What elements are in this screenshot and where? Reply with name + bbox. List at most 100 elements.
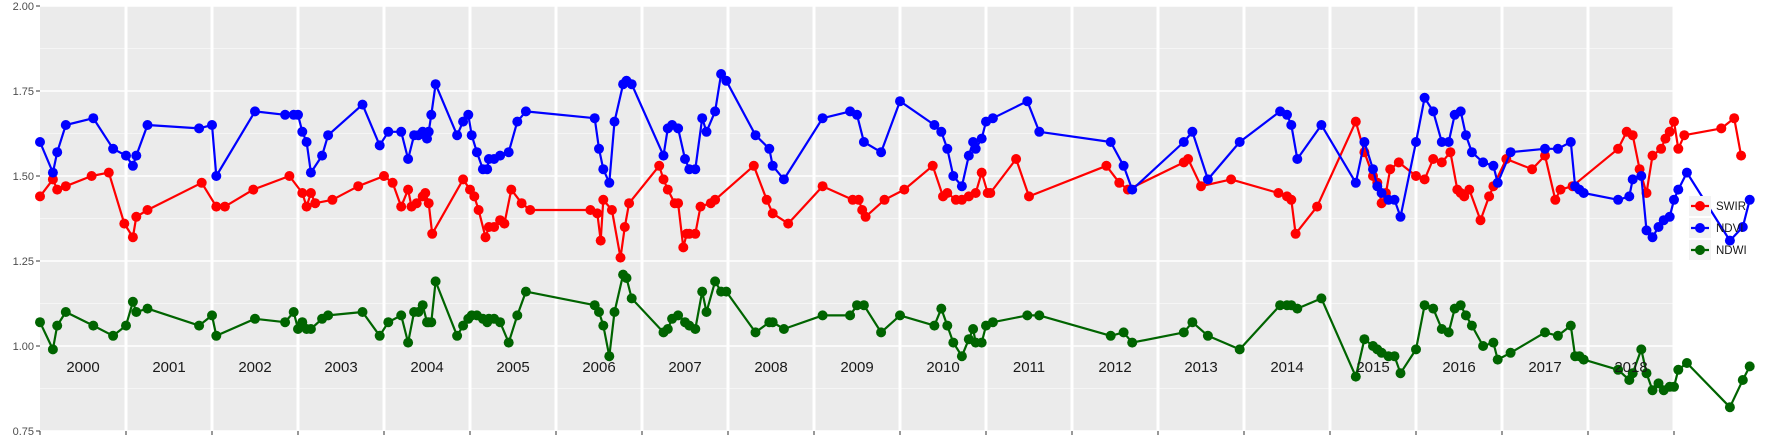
data-point-swir (1350, 116, 1361, 127)
data-point-swir (469, 191, 480, 202)
data-point-ndvi (1286, 120, 1297, 130)
data-point-ndwi (1395, 368, 1406, 379)
data-point-ndwi (662, 324, 673, 334)
data-point-ndvi (458, 116, 469, 127)
data-point-ndwi (1466, 320, 1477, 331)
data-point-ndvi (1127, 184, 1138, 195)
data-point-ndvi (1187, 126, 1198, 137)
year-label: 2005 (496, 359, 529, 376)
data-point-swir (927, 160, 938, 171)
data-point-swir (411, 198, 422, 209)
data-point-swir (1647, 150, 1658, 161)
data-point-swir (598, 194, 609, 205)
data-point-ndwi (690, 324, 701, 334)
data-point-ndwi (710, 276, 721, 287)
data-point-ndvi (1669, 194, 1679, 205)
data-point-swir (1445, 147, 1456, 158)
data-point-ndwi (88, 320, 99, 331)
data-point-ndwi (1552, 330, 1563, 341)
data-point-swir (219, 201, 230, 212)
data-point-swir (119, 218, 130, 229)
data-point-swir (516, 198, 527, 209)
data-point-ndvi (108, 143, 119, 154)
data-point-swir (1393, 157, 1404, 168)
data-point-swir (879, 194, 890, 205)
data-point-ndvi (1478, 157, 1489, 168)
data-point-ndvi (956, 181, 967, 192)
year-label: 2002 (238, 359, 271, 376)
data-point-ndvi (1624, 191, 1635, 202)
data-point-swir (1550, 194, 1561, 205)
data-point-ndvi (987, 113, 998, 124)
data-point-swir (327, 194, 338, 205)
data-point-ndvi (963, 150, 974, 161)
data-point-swir (1385, 164, 1396, 175)
data-point-ndwi (1034, 310, 1045, 321)
data-point-ndvi (1737, 222, 1748, 232)
data-point-ndvi (1105, 137, 1116, 147)
data-point-ndwi (1613, 364, 1624, 375)
data-point-ndvi (764, 143, 775, 154)
data-point-ndwi (1292, 303, 1303, 314)
data-point-ndvi (1202, 174, 1213, 185)
data-point-ndwi (426, 317, 437, 328)
data-point-ndvi (1034, 126, 1045, 137)
data-point-swir (678, 242, 689, 253)
data-point-ndvi (1395, 211, 1406, 222)
data-point-ndwi (1647, 385, 1658, 396)
data-point-ndwi (1350, 371, 1361, 382)
data-point-swir (35, 191, 45, 202)
data-point-ndwi (1669, 381, 1679, 392)
data-point-ndvi (305, 167, 316, 178)
data-point-ndvi (1376, 188, 1387, 198)
data-point-ndvi (471, 147, 482, 158)
data-point-ndvi (383, 126, 394, 137)
data-point-ndvi (1443, 137, 1454, 147)
data-point-ndwi (194, 320, 205, 331)
data-point-ndwi (383, 317, 394, 328)
data-point-swir (52, 184, 63, 195)
data-point-ndvi (609, 116, 620, 127)
year-label: 2000 (66, 359, 99, 376)
data-point-swir (1627, 130, 1638, 141)
data-point-ndvi (323, 130, 334, 141)
data-point-swir (1736, 150, 1747, 161)
data-point-ndvi (52, 147, 63, 158)
data-point-ndvi (1419, 92, 1430, 103)
data-point-swir (301, 201, 312, 212)
data-point-ndvi (680, 154, 690, 164)
data-point-ndvi (1428, 106, 1439, 117)
year-label: 2001 (152, 359, 185, 376)
data-point-ndvi (121, 150, 131, 161)
data-point-swir (1729, 113, 1740, 124)
data-point-swir (1273, 188, 1284, 198)
year-label: 2007 (668, 359, 701, 376)
data-point-ndvi (1673, 184, 1684, 195)
data-point-ndvi (131, 150, 142, 161)
data-point-swir (379, 171, 389, 181)
data-point-swir (473, 205, 484, 215)
year-label: 2011 (1013, 359, 1045, 376)
data-point-ndvi (673, 123, 684, 134)
data-point-swir (606, 205, 617, 215)
data-point-ndwi (396, 310, 407, 321)
data-point-ndvi (60, 120, 71, 130)
data-point-ndwi (452, 330, 463, 341)
data-point-ndvi (426, 109, 437, 120)
data-point-ndvi (976, 133, 987, 144)
data-point-swir (489, 222, 500, 232)
data-point-swir (248, 184, 259, 195)
data-point-swir (142, 205, 153, 215)
y-axis: 0.75 1.00 1.25 1.50 1.75 2.00 (13, 1, 40, 438)
data-point-ndvi (721, 75, 732, 86)
data-point-ndvi (520, 106, 531, 117)
data-point-ndwi (1118, 327, 1129, 338)
data-point-swir (1196, 181, 1206, 192)
data-point-ndvi (716, 69, 727, 79)
data-point-ndvi (47, 167, 58, 178)
data-point-swir (396, 201, 407, 212)
data-point-ndvi (1316, 120, 1327, 130)
data-point-ndvi (512, 116, 523, 127)
data-point-swir (624, 198, 635, 209)
